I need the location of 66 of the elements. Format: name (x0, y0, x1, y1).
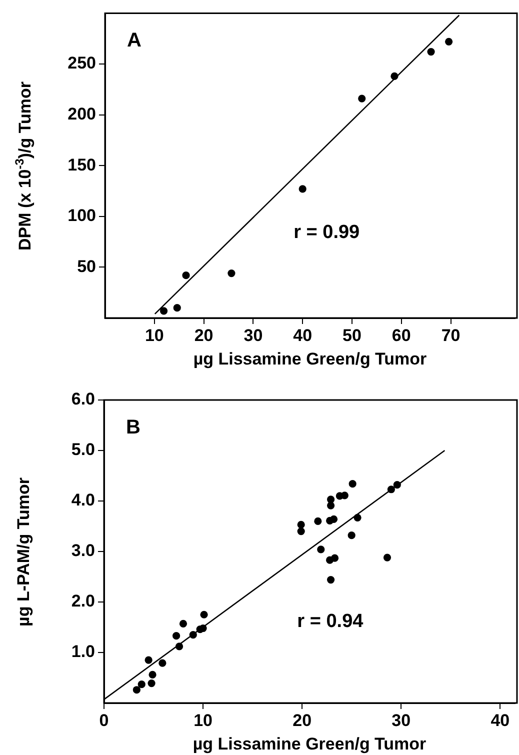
point (297, 520, 305, 529)
x-axis-title: µg Lissamine Green/g Tumor (192, 734, 427, 754)
y-tick-label: 2.0 (71, 592, 95, 611)
x-tick-label: 30 (392, 710, 411, 730)
y-tick-label: 5.0 (71, 440, 95, 460)
point (297, 528, 305, 536)
x-tick-label: 30 (244, 326, 263, 345)
point (330, 515, 338, 523)
x-axis-title: µg Lissamine Green/g Tumor (193, 349, 428, 368)
point (144, 656, 152, 664)
y-tick-label: 200 (68, 104, 96, 124)
y-tick-label: 1.0 (71, 642, 95, 662)
x-tick-label: 40 (293, 326, 312, 345)
point (158, 659, 166, 667)
point (148, 670, 156, 679)
y-tick-label: 100 (68, 206, 96, 226)
point (393, 481, 401, 489)
point (148, 680, 156, 688)
point (200, 610, 208, 618)
x-tick-label: 20 (292, 710, 312, 730)
x-tick-label: 60 (392, 326, 411, 345)
annotation: r = 0.99 (294, 222, 360, 244)
point (132, 686, 140, 694)
point (445, 38, 453, 46)
point (358, 94, 366, 102)
point (160, 307, 168, 315)
x-tick-label: 10 (144, 326, 164, 345)
x-tick-label: 40 (490, 710, 510, 730)
point (199, 624, 207, 632)
point (314, 517, 322, 525)
point (354, 514, 362, 522)
x-tick-label: 0 (99, 710, 109, 730)
point (298, 185, 306, 193)
point (172, 632, 180, 640)
point (179, 620, 188, 628)
text: B (126, 416, 140, 439)
point (228, 269, 236, 278)
point (330, 554, 339, 562)
x-tick-label: 70 (441, 326, 460, 345)
point (427, 48, 435, 56)
x-tick-label: 20 (194, 326, 214, 345)
point (348, 532, 356, 540)
point (173, 304, 181, 312)
point (317, 546, 325, 554)
annotation: r = 0.94 (297, 610, 364, 632)
y-tick-label: 3.0 (71, 541, 95, 560)
point (182, 272, 190, 280)
y-tick-label: 6.0 (71, 390, 95, 409)
x-tick-label: 50 (342, 326, 362, 345)
y-tick-label: 150 (68, 155, 96, 174)
point (189, 631, 197, 639)
y-tick-label: 250 (68, 54, 96, 73)
point (326, 496, 335, 504)
point (340, 492, 348, 500)
y-tick-label: 50 (77, 256, 96, 276)
y-tick-label: 4.0 (71, 490, 95, 510)
point (138, 680, 146, 688)
y-axis-title: µg L-PAM/g Tumor (14, 477, 34, 626)
point (348, 480, 356, 488)
x-tick-label: 10 (194, 710, 212, 730)
point (326, 576, 335, 584)
point (390, 72, 398, 80)
point (383, 554, 392, 562)
point (175, 642, 184, 650)
text: A (127, 30, 142, 52)
point (387, 486, 396, 494)
